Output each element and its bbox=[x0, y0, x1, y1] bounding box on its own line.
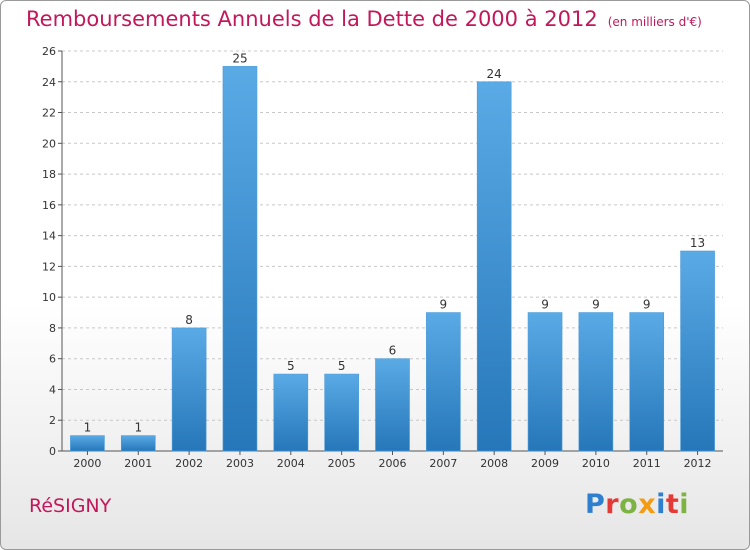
x-tick-label: 2008 bbox=[480, 457, 508, 470]
y-tick-label: 14 bbox=[42, 230, 56, 243]
bar bbox=[273, 373, 309, 452]
logo-letter: r bbox=[605, 489, 620, 520]
title-unit: (en milliers d'€) bbox=[607, 15, 702, 29]
x-tick-label: 2003 bbox=[226, 457, 254, 470]
logo-letter: i bbox=[656, 489, 666, 520]
bar-value-label: 6 bbox=[389, 344, 397, 358]
bar bbox=[222, 66, 258, 452]
proxiti-logo: Proxiti bbox=[585, 489, 689, 520]
bar-value-label: 5 bbox=[287, 359, 295, 373]
bar bbox=[120, 435, 156, 452]
y-tick-label: 24 bbox=[42, 76, 56, 89]
x-tick-label: 2007 bbox=[429, 457, 457, 470]
x-tick-label: 2009 bbox=[531, 457, 559, 470]
bar bbox=[629, 312, 665, 452]
y-tick-label: 8 bbox=[49, 322, 56, 335]
bar bbox=[578, 312, 614, 452]
bar-value-label: 9 bbox=[541, 298, 549, 312]
title-main: Remboursements Annuels de la Dette de 20… bbox=[26, 7, 598, 31]
y-tick-label: 10 bbox=[42, 291, 56, 304]
logo-letter: P bbox=[585, 489, 606, 520]
x-tick-label: 2011 bbox=[633, 457, 661, 470]
bar bbox=[680, 250, 715, 452]
x-tick-label: 2001 bbox=[124, 457, 152, 470]
y-tick-label: 6 bbox=[49, 353, 56, 366]
y-tick-label: 22 bbox=[42, 107, 56, 120]
bar bbox=[70, 435, 105, 452]
bar bbox=[375, 358, 410, 452]
logo-letter: i bbox=[679, 489, 690, 520]
y-tick-label: 20 bbox=[42, 137, 56, 150]
logo-letter: t bbox=[665, 489, 680, 520]
bar-value-label: 13 bbox=[690, 236, 705, 250]
x-tick-label: 2010 bbox=[582, 457, 610, 470]
y-tick-label: 26 bbox=[42, 45, 56, 58]
y-tick-label: 16 bbox=[42, 199, 56, 212]
x-tick-label: 2004 bbox=[277, 457, 305, 470]
x-tick-label: 2000 bbox=[73, 457, 101, 470]
x-tick-label: 2012 bbox=[684, 457, 712, 470]
x-tick-label: 2002 bbox=[175, 457, 203, 470]
bar-value-label: 5 bbox=[338, 359, 346, 373]
bar bbox=[171, 327, 207, 452]
y-tick-label: 0 bbox=[49, 445, 56, 458]
y-tick-label: 18 bbox=[42, 168, 56, 181]
logo-letter: o bbox=[619, 489, 639, 520]
commune-name: RéSIGNY bbox=[29, 495, 112, 517]
bar-value-label: 1 bbox=[84, 421, 92, 435]
bar-value-label: 9 bbox=[592, 298, 600, 312]
y-tick-label: 2 bbox=[49, 414, 56, 427]
chart-title: Remboursements Annuels de la Dette de 20… bbox=[26, 7, 702, 31]
bar-value-label: 24 bbox=[487, 67, 502, 81]
bar bbox=[426, 312, 461, 452]
y-tick-label: 12 bbox=[42, 260, 56, 273]
x-tick-label: 2006 bbox=[379, 457, 407, 470]
bar bbox=[476, 81, 512, 452]
bar-value-label: 1 bbox=[134, 421, 142, 435]
x-tick-label: 2005 bbox=[328, 457, 356, 470]
bar-value-label: 25 bbox=[232, 51, 247, 65]
bar bbox=[527, 312, 563, 452]
bar bbox=[324, 373, 359, 452]
logo-letter: x bbox=[638, 489, 657, 520]
bar-value-label: 9 bbox=[440, 298, 448, 312]
bar-value-label: 9 bbox=[643, 298, 651, 312]
bar-value-label: 8 bbox=[185, 313, 193, 327]
y-tick-label: 4 bbox=[49, 383, 56, 396]
